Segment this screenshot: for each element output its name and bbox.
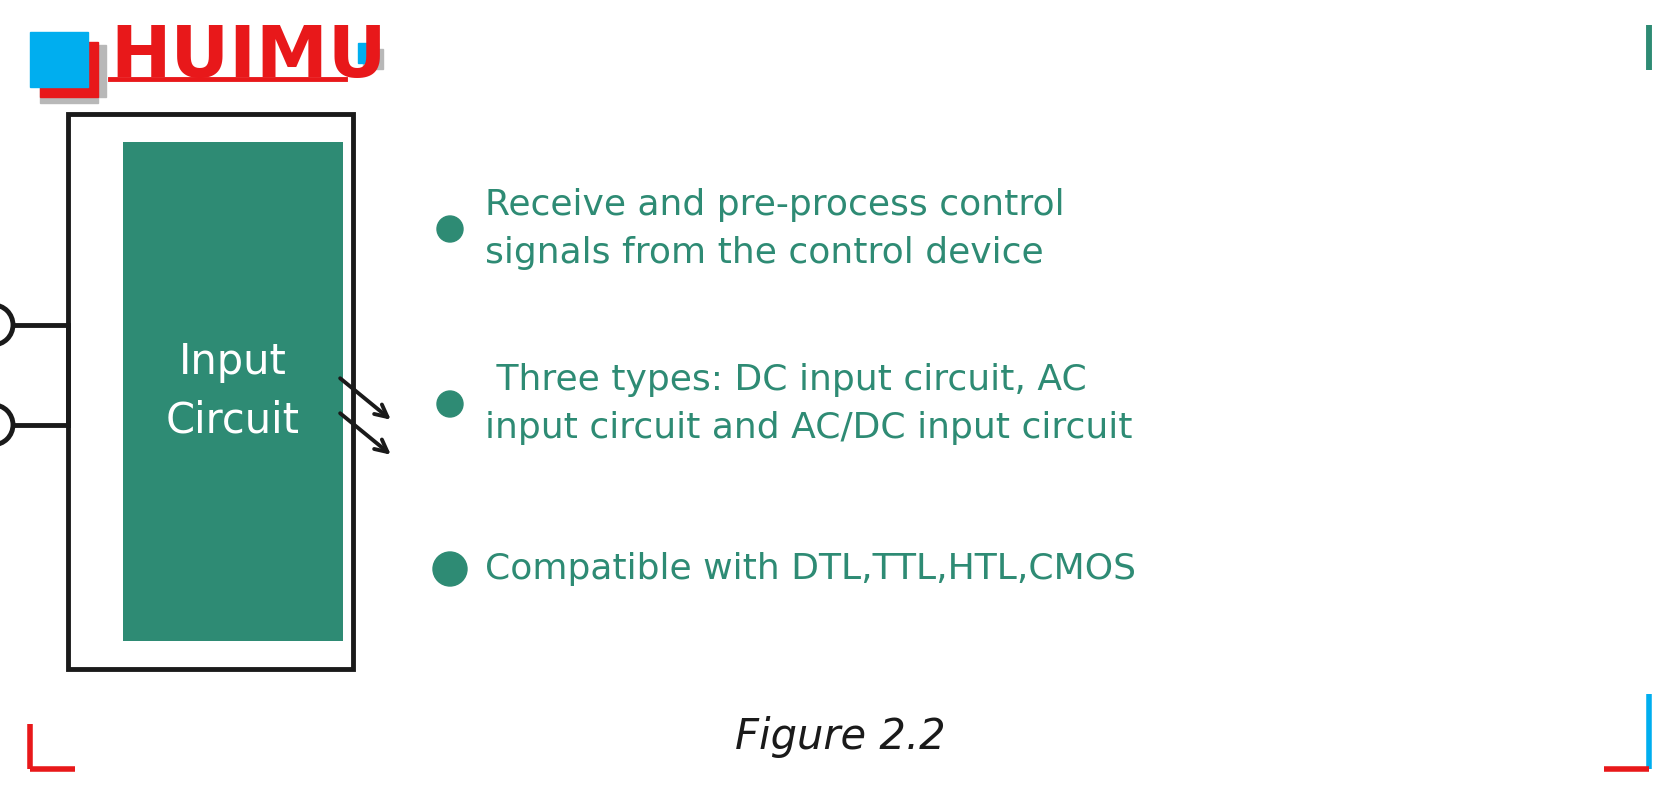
Bar	[49, 45, 106, 97]
Bar	[40, 42, 97, 97]
Circle shape	[437, 216, 463, 242]
Bar	[363, 49, 383, 69]
Bar	[30, 32, 87, 87]
Text: Figure 2.2: Figure 2.2	[735, 716, 945, 758]
Circle shape	[433, 552, 467, 586]
Bar	[358, 43, 378, 63]
Bar	[40, 51, 97, 103]
Text: Input
Circuit: Input Circuit	[166, 341, 301, 442]
Circle shape	[437, 391, 463, 417]
Text: Compatible with DTL,TTL,HTL,CMOS: Compatible with DTL,TTL,HTL,CMOS	[485, 552, 1137, 586]
Bar	[123, 142, 343, 641]
Text: Receive and pre-process control
signals from the control device: Receive and pre-process control signals …	[485, 188, 1064, 270]
Text: Three types: DC input circuit, AC
input circuit and AC/DC input circuit: Three types: DC input circuit, AC input …	[485, 363, 1133, 445]
Bar	[69, 114, 353, 669]
Text: HUIMU: HUIMU	[111, 22, 386, 92]
Circle shape	[0, 305, 13, 345]
Circle shape	[0, 405, 13, 445]
